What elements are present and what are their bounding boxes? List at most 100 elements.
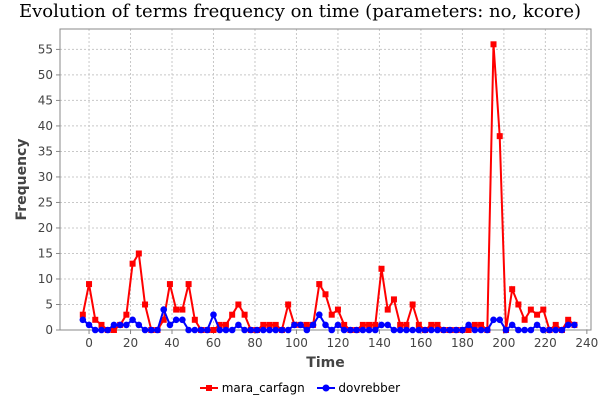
data-point [384, 321, 392, 329]
data-point [490, 41, 497, 48]
legend-swatch-square-icon [199, 385, 218, 391]
legend-item-series-2: dovrebber [316, 381, 400, 395]
data-point [527, 306, 534, 313]
data-point [222, 326, 230, 334]
y-tick-label: 50 [38, 68, 53, 82]
y-tick-label: 5 [45, 297, 53, 311]
data-point [434, 326, 441, 334]
data-point [509, 286, 516, 293]
y-tick-label: 30 [38, 170, 53, 184]
data-point [229, 311, 236, 318]
data-point [166, 321, 174, 329]
data-point [285, 301, 292, 308]
y-tick-label: 15 [38, 246, 53, 260]
data-point [539, 326, 547, 334]
data-point [428, 321, 435, 328]
data-point [179, 316, 186, 324]
data-point [173, 306, 180, 313]
data-point [378, 321, 385, 329]
data-point [116, 321, 124, 329]
data-point [135, 250, 142, 257]
data-point [309, 321, 317, 329]
data-point [546, 326, 553, 334]
data-point [222, 321, 229, 328]
data-point [210, 311, 217, 318]
data-point [272, 326, 280, 334]
data-point [328, 311, 335, 318]
data-point [216, 321, 223, 328]
y-tick-label: 20 [38, 221, 53, 235]
data-point [508, 321, 516, 329]
x-tick-label: 20 [123, 336, 138, 350]
data-point [284, 326, 292, 334]
data-point [322, 321, 329, 329]
data-point [564, 321, 572, 329]
data-point [197, 326, 205, 334]
data-point [496, 133, 503, 140]
x-tick-label: 40 [164, 336, 179, 350]
data-point [384, 306, 391, 313]
data-point [92, 316, 99, 323]
data-point [552, 321, 559, 328]
data-point [110, 327, 117, 333]
legend: mara_carfagn dovrebber [0, 380, 600, 395]
data-point [260, 321, 267, 328]
data-point [534, 311, 541, 318]
data-point [315, 311, 323, 318]
data-point [502, 326, 510, 334]
data-point [527, 326, 535, 334]
data-point [403, 321, 410, 328]
x-tick-label: 160 [409, 336, 432, 350]
series-line [81, 44, 576, 333]
data-point [228, 326, 236, 334]
data-point [297, 321, 304, 329]
data-point [129, 260, 136, 267]
data-point [341, 321, 348, 328]
data-point [440, 326, 448, 334]
data-point [235, 301, 242, 308]
data-point [210, 327, 217, 333]
data-point [185, 326, 192, 334]
data-point [521, 326, 528, 334]
data-point [565, 316, 572, 323]
data-point [490, 316, 497, 324]
data-point [303, 321, 310, 328]
data-point [334, 306, 341, 313]
data-point [266, 326, 273, 334]
data-point [166, 281, 173, 288]
x-tick-label: 140 [368, 336, 391, 350]
data-point [160, 316, 167, 323]
data-point [477, 326, 485, 334]
x-tick-label: 180 [451, 336, 474, 350]
data-point [141, 326, 149, 334]
data-point [79, 311, 86, 318]
y-tick-label: 35 [38, 144, 53, 158]
data-point [241, 311, 248, 318]
x-tick-label: 220 [534, 336, 557, 350]
data-point [552, 326, 560, 334]
data-point [483, 326, 491, 334]
data-point [571, 321, 578, 329]
series-mara_carfagn [79, 41, 578, 333]
data-point [129, 316, 136, 324]
y-tick-label: 55 [38, 42, 53, 56]
data-point [397, 321, 404, 328]
y-tick-label: 10 [38, 272, 53, 286]
data-point [540, 306, 547, 313]
data-point [372, 321, 379, 328]
x-tick-label: 240 [575, 336, 598, 350]
data-point [123, 321, 130, 329]
legend-item-series-1: mara_carfagn [199, 381, 305, 395]
data-point [316, 281, 323, 288]
data-point [104, 326, 112, 334]
data-point [521, 316, 528, 323]
data-point [216, 326, 224, 334]
data-point [147, 326, 155, 334]
data-point [241, 326, 248, 334]
data-point [515, 326, 522, 334]
data-point [172, 316, 180, 324]
data-point [179, 306, 186, 313]
data-point [91, 326, 99, 334]
data-point [353, 326, 360, 334]
data-point [434, 321, 441, 328]
